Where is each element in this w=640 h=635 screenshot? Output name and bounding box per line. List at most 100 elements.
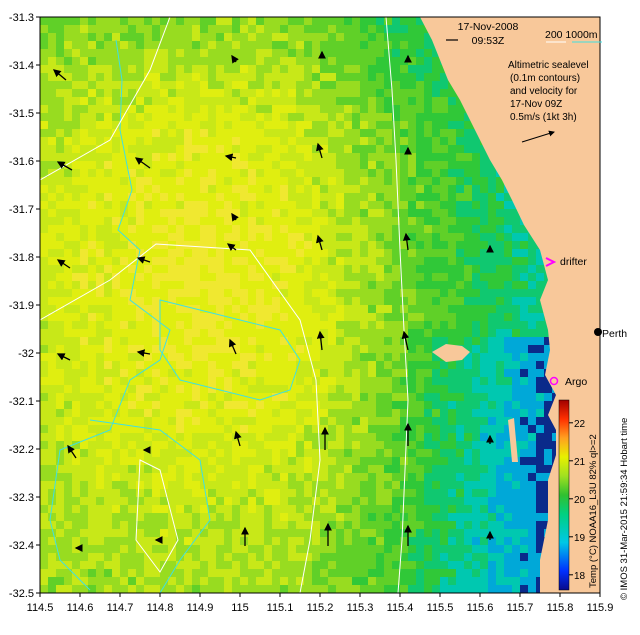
sst-cell — [176, 177, 184, 185]
sst-cell — [320, 289, 328, 297]
sst-cell — [256, 81, 264, 89]
sst-cell — [152, 305, 160, 313]
sst-cell — [520, 369, 528, 377]
sst-cell — [200, 25, 208, 33]
sst-cell — [504, 577, 512, 585]
sst-cell — [184, 329, 192, 337]
sst-cell — [96, 233, 104, 241]
sst-cell — [216, 209, 224, 217]
sst-cell — [256, 97, 264, 105]
sst-cell — [448, 553, 456, 561]
sst-cell — [264, 273, 272, 281]
sst-cell — [272, 137, 280, 145]
sst-cell — [352, 553, 360, 561]
sst-cell — [392, 329, 400, 337]
sst-cell — [264, 449, 272, 457]
sst-cell — [224, 225, 232, 233]
sst-cell — [256, 369, 264, 377]
sst-cell — [480, 393, 488, 401]
sst-cell — [208, 441, 216, 449]
sst-cell — [400, 513, 408, 521]
sst-cell — [160, 409, 168, 417]
sst-cell — [136, 289, 144, 297]
sst-cell — [192, 225, 200, 233]
sst-cell — [72, 497, 80, 505]
sst-cell — [376, 521, 384, 529]
sst-cell — [160, 153, 168, 161]
sst-cell — [72, 345, 80, 353]
sst-cell — [88, 425, 96, 433]
sst-cell — [88, 249, 96, 257]
sst-cell — [56, 33, 64, 41]
sst-cell — [392, 233, 400, 241]
sst-cell — [400, 457, 408, 465]
sst-cell — [472, 393, 480, 401]
sst-cell — [464, 201, 472, 209]
sst-cell — [320, 409, 328, 417]
sst-cell — [96, 369, 104, 377]
sst-cell — [304, 521, 312, 529]
sst-cell — [384, 145, 392, 153]
sst-cell — [512, 289, 520, 297]
sst-cell — [200, 465, 208, 473]
sst-cell — [72, 433, 80, 441]
sst-cell — [248, 545, 256, 553]
sst-cell — [56, 41, 64, 49]
sst-cell — [472, 417, 480, 425]
sst-cell — [312, 561, 320, 569]
sst-cell — [160, 169, 168, 177]
sst-cell — [192, 185, 200, 193]
sst-cell — [104, 393, 112, 401]
sst-cell — [368, 289, 376, 297]
sst-cell — [128, 529, 136, 537]
sst-cell — [456, 297, 464, 305]
sst-cell — [288, 441, 296, 449]
sst-cell — [312, 473, 320, 481]
sst-cell — [112, 449, 120, 457]
sst-cell — [152, 409, 160, 417]
sst-cell — [248, 49, 256, 57]
sst-cell — [288, 497, 296, 505]
sst-cell — [72, 281, 80, 289]
sst-cell — [448, 169, 456, 177]
sst-cell — [240, 233, 248, 241]
sst-cell — [120, 105, 128, 113]
sst-cell — [448, 193, 456, 201]
sst-cell — [232, 193, 240, 201]
sst-cell — [160, 225, 168, 233]
sst-cell — [96, 329, 104, 337]
sst-cell — [240, 97, 248, 105]
sst-cell — [256, 553, 264, 561]
sst-cell — [160, 65, 168, 73]
sst-cell — [480, 465, 488, 473]
sst-cell — [40, 521, 48, 529]
sst-cell — [400, 17, 408, 25]
sst-cell — [296, 249, 304, 257]
sst-cell — [232, 233, 240, 241]
sst-cell — [344, 537, 352, 545]
sst-cell — [432, 137, 440, 145]
sst-cell — [488, 249, 496, 257]
sst-cell — [104, 329, 112, 337]
sst-cell — [168, 121, 176, 129]
sst-cell — [336, 81, 344, 89]
sst-cell — [224, 305, 232, 313]
sst-cell — [256, 393, 264, 401]
sst-cell — [344, 129, 352, 137]
sst-cell — [304, 417, 312, 425]
sst-cell — [48, 57, 56, 65]
sst-cell — [256, 425, 264, 433]
sst-cell — [528, 441, 536, 449]
sst-cell — [232, 401, 240, 409]
sst-cell — [416, 113, 424, 121]
sst-cell — [440, 393, 448, 401]
sst-cell — [96, 513, 104, 521]
sst-cell — [240, 161, 248, 169]
sst-cell — [416, 505, 424, 513]
sst-cell — [96, 361, 104, 369]
sst-cell — [88, 233, 96, 241]
sst-cell — [120, 377, 128, 385]
sst-cell — [128, 249, 136, 257]
sst-cell — [176, 425, 184, 433]
sst-cell — [304, 225, 312, 233]
